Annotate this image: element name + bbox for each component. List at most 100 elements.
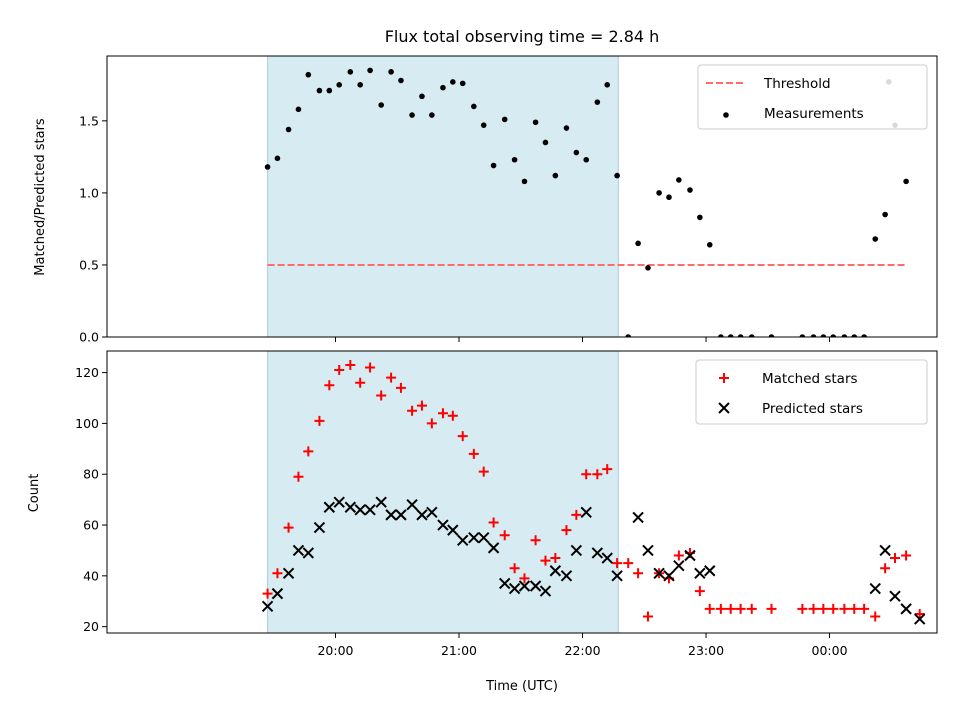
matched-star-point — [642, 611, 653, 622]
predicted-star-point — [478, 532, 490, 544]
matched-star-point — [293, 471, 304, 482]
predicted-star-point — [879, 544, 891, 557]
predicted-star-point — [889, 590, 901, 602]
predicted-star-point — [416, 509, 428, 521]
predicted-star-point — [900, 603, 912, 615]
matched-star-point — [818, 603, 829, 614]
chart-title: Flux total observing time = 2.84 h — [385, 27, 660, 46]
measurement-point — [851, 334, 858, 337]
predicted-star-point — [499, 577, 511, 590]
matched-star-point — [437, 408, 448, 419]
y-tick-label: 0.5 — [79, 257, 99, 272]
predicted-star-point — [549, 565, 562, 577]
measurement-point — [861, 334, 867, 337]
matched-star-point — [828, 603, 839, 614]
predicted-star-point — [457, 534, 469, 546]
predicted-star-point — [313, 521, 326, 534]
measurement-point — [697, 214, 703, 221]
matched-star-point — [407, 405, 418, 416]
predicted-star-point — [869, 582, 881, 595]
matched-star-point — [571, 509, 582, 520]
measurement-point — [440, 84, 446, 91]
predicted-star-point — [364, 504, 376, 516]
x-tick-label: 21:00 — [441, 643, 477, 658]
measurement-point — [388, 69, 394, 75]
y-tick-label: 40 — [83, 568, 99, 583]
measurement-point — [367, 67, 373, 74]
matched-star-point — [633, 568, 644, 579]
measurement-point — [295, 106, 302, 113]
matched-star-point — [488, 517, 499, 528]
measurement-point — [706, 241, 713, 248]
predicted-star-point — [632, 511, 644, 524]
predicted-star-point — [539, 585, 552, 597]
predicted-star-point — [580, 506, 592, 519]
matched-star-point — [612, 558, 623, 569]
matched-star-point — [355, 377, 366, 388]
matched-star-point — [416, 400, 427, 411]
predicted-star-point — [601, 552, 613, 564]
y-tick-label: 60 — [83, 518, 99, 533]
measurement-point — [532, 119, 539, 126]
measurement-point — [336, 82, 343, 88]
matched-star-point — [746, 603, 757, 614]
matched-star-point — [859, 603, 870, 614]
legend-matched-swatch — [719, 373, 729, 383]
predicted-star-point — [663, 570, 675, 582]
measurement-point — [264, 164, 271, 170]
predicted-star-point — [426, 506, 438, 519]
axes-frame — [106, 350, 938, 634]
measurement-point — [450, 79, 456, 85]
matched-star-point — [530, 535, 541, 546]
matched-star-point — [314, 415, 325, 426]
predicted-star-point — [570, 544, 583, 557]
legend-measurement-swatch — [723, 112, 729, 118]
legend-label: Matched stars — [762, 371, 858, 387]
measurement-point — [718, 334, 724, 337]
y-tick-label: 120 — [75, 365, 99, 380]
predicted-star-point — [518, 580, 531, 592]
measurement-point — [563, 125, 570, 131]
measurement-point — [419, 93, 425, 100]
x-tick-label: 00:00 — [812, 643, 848, 658]
y-tick-label: 80 — [83, 467, 99, 482]
matched-star-point — [581, 469, 592, 480]
top-panel: 0.0 0.5 1.0 1.5 Threshold Measurements — [79, 55, 938, 345]
predicted-star-point — [375, 496, 387, 508]
matched-star-point — [715, 603, 726, 614]
matched-star-point — [602, 464, 613, 475]
matched-star-point — [426, 418, 437, 429]
measurement-point — [573, 149, 580, 156]
y-tick-label: 100 — [75, 416, 99, 431]
matched-star-point — [519, 573, 530, 584]
matched-star-point — [509, 563, 520, 574]
predicted-star-point — [333, 496, 345, 508]
predicted-star-point — [560, 570, 573, 582]
predicted-star-point — [447, 524, 459, 536]
measurement-point — [614, 172, 620, 179]
matched-star-point — [890, 553, 901, 564]
predicted-star-point — [271, 587, 284, 600]
matched-star-point — [808, 603, 819, 614]
x-tick-label: 23:00 — [688, 643, 724, 658]
measurement-point — [305, 71, 312, 78]
measurement-point — [409, 112, 415, 118]
predicted-star-point — [406, 498, 418, 511]
predicted-star-point — [437, 519, 449, 531]
plot-area — [264, 67, 909, 337]
predicted-star-point — [653, 567, 665, 580]
measurement-point — [645, 265, 651, 271]
measurement-point — [882, 211, 888, 218]
measurement-point — [625, 334, 632, 337]
measurement-point — [830, 334, 837, 337]
legend-label: Measurements — [764, 106, 864, 122]
legend-predicted-swatch — [718, 402, 730, 414]
predicted-star-point — [704, 565, 716, 577]
x-tick-label: 20:00 — [317, 643, 353, 658]
measurement-point — [676, 177, 682, 183]
measurement-point — [748, 334, 755, 337]
measurement-point — [666, 194, 672, 201]
measurement-point — [511, 156, 518, 163]
matched-star-point — [694, 586, 705, 597]
